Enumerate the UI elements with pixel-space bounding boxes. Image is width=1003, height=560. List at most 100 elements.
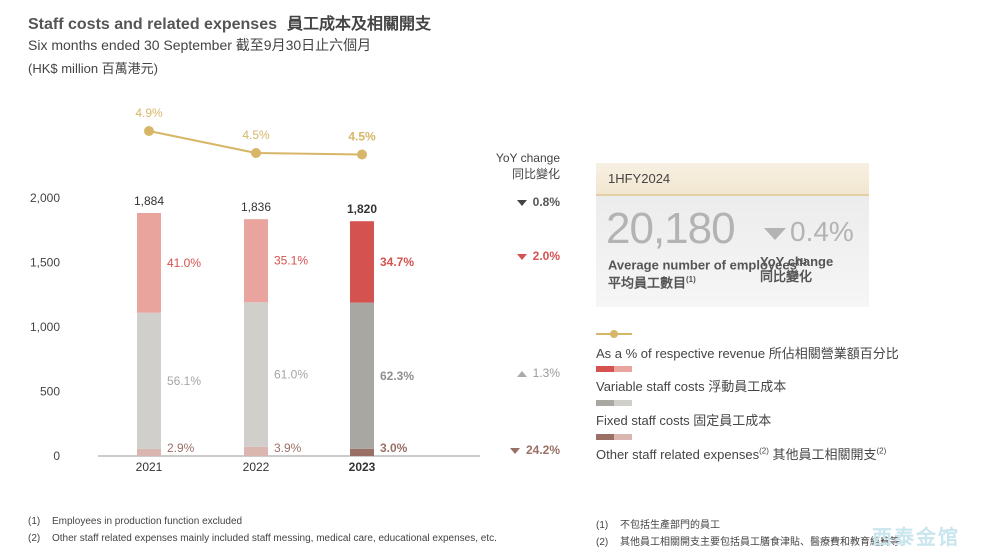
unit-label: (HK$ million 百萬港元)	[28, 61, 159, 76]
legend-other-sup2: (2)	[876, 446, 887, 456]
title-zh: 員工成本及相關開支	[286, 14, 431, 33]
line-swatch-dot	[610, 330, 618, 338]
y-tick-label: 1,500	[30, 256, 60, 270]
revenue-pct-label: 4.5%	[348, 130, 376, 144]
subtitle: Six months ended 30 September 截至9月30日止六個…	[28, 37, 372, 53]
stat-box-body: 20,180 0.4% Average number of employees(…	[596, 196, 869, 307]
revenue-pct-point	[357, 149, 367, 160]
yoy-header-zh: 同比變化	[511, 167, 560, 181]
yoy-header-en: YoY change	[495, 151, 560, 165]
employee-stat-box: 1HFY2024 20,180 0.4% Average number of e…	[596, 163, 869, 307]
line-swatch-icon	[596, 330, 632, 338]
down-triangle-icon	[516, 253, 527, 260]
footnote-zh-2: (2) 其他員工相關開支主要包括員工膳食津貼、醫療費和教育經費等	[596, 533, 900, 548]
footnote-num: (2)	[28, 533, 41, 544]
legend-variable-label: Variable staff costs 浮動員工成本	[596, 379, 787, 394]
up-triangle-icon	[516, 370, 527, 377]
legend-other-sup: (2)	[759, 446, 769, 456]
segment-label-other: 3.0%	[380, 441, 408, 455]
y-tick-label: 1,000	[30, 320, 60, 334]
title-en: Staff costs and related expenses	[28, 16, 277, 33]
yoy-variable-value: 2.0%	[532, 249, 560, 263]
down-triangle-icon	[516, 199, 527, 206]
bar-segment-variable	[244, 219, 268, 303]
yoy-fixed: 1.3%	[490, 366, 560, 380]
footnote-text: Other staff related expenses mainly incl…	[52, 533, 497, 544]
y-tick-label: 2,000	[30, 191, 60, 205]
bar-segment-other	[350, 448, 374, 456]
x-tick-label: 2023	[349, 460, 376, 474]
yoy-variable: 2.0%	[490, 249, 560, 263]
yoy-total: 0.8%	[490, 195, 560, 209]
bar-total-label: 1,884	[134, 194, 164, 208]
segment-label-fixed: 56.1%	[167, 374, 201, 388]
legend-line-label: As a % of respective revenue 所佔相關營業額百分比	[596, 346, 899, 361]
footnote-num: (2)	[596, 537, 609, 548]
footnote-text: 不包括生產部門的員工	[620, 520, 720, 531]
employee-yoy-label: YoY change 同比變化	[760, 254, 833, 284]
yoy-other: 24.2%	[490, 443, 560, 457]
legend-variable: Variable staff costs 浮動員工成本	[596, 366, 787, 395]
label1-sup: (1)	[796, 257, 807, 266]
yoy-fixed-value: 1.3%	[532, 366, 560, 380]
down-triangle-icon	[764, 227, 786, 240]
segment-label-variable: 34.7%	[380, 255, 414, 269]
bar-segment-other	[137, 448, 161, 456]
segment-label-other: 2.9%	[167, 441, 195, 455]
bar-segment-fixed	[137, 312, 161, 449]
legend-line: As a % of respective revenue 所佔相關營業額百分比	[596, 330, 899, 362]
footnote-num: (1)	[596, 520, 609, 531]
footnote-en-1: (1) Employees in production function excl…	[28, 516, 242, 527]
yoy-header: YoY change 同比變化	[470, 150, 560, 182]
fixed-swatch	[596, 400, 632, 406]
bar-segment-variable	[350, 221, 374, 303]
bar-total-label: 1,820	[347, 202, 377, 216]
segment-label-variable: 41.0%	[167, 256, 201, 270]
label1-en: Average number of employees	[608, 257, 797, 273]
y-tick-label: 0	[53, 449, 60, 463]
x-tick-label: 2022	[243, 460, 270, 474]
revenue-pct-point	[251, 148, 261, 158]
label1-sup-zh: (1)	[686, 275, 696, 285]
segment-label-other: 3.9%	[274, 441, 302, 455]
employee-yoy: 0.4%	[764, 216, 854, 248]
footnote-text: 其他員工相關開支主要包括員工膳食津貼、醫療費和教育經費等	[620, 537, 900, 548]
employee-count: 20,180	[606, 204, 736, 253]
other-swatch	[596, 434, 632, 440]
bar-segment-other	[244, 446, 268, 456]
label2-en: YoY change	[760, 254, 834, 269]
footnote-num: (1)	[28, 516, 41, 527]
legend-other: Other staff related expenses(2) 其他員工相關開支…	[596, 434, 887, 463]
yoy-other-value: 24.2%	[525, 443, 560, 457]
bar-segment-fixed	[244, 302, 268, 447]
stat-box-title: 1HFY2024	[596, 163, 869, 196]
revenue-pct-point	[144, 126, 154, 136]
segment-label-fixed: 61.0%	[274, 367, 308, 381]
label2-zh: 同比變化	[760, 269, 813, 284]
segment-label-fixed: 62.3%	[380, 369, 414, 383]
legend-other-zh: 其他員工相關開支	[772, 447, 877, 462]
y-tick-label: 500	[40, 385, 60, 399]
footnote-text: Employees in production function exclude…	[52, 516, 243, 527]
legend-fixed-label: Fixed staff costs 固定員工成本	[596, 413, 772, 428]
label1-zh: 平均員工數目	[608, 275, 687, 291]
bar-total-label: 1,836	[241, 200, 271, 214]
footnote-en-2: (2) Other staff related expenses mainly i…	[28, 533, 497, 544]
chart-title: Staff costs and related expenses 員工成本及相關開…	[28, 10, 431, 34]
legend-other-en: Other staff related expenses	[596, 447, 760, 462]
bar-segment-fixed	[350, 302, 374, 449]
employee-yoy-value: 0.4%	[790, 216, 854, 247]
down-triangle-icon	[509, 447, 520, 454]
legend-fixed: Fixed staff costs 固定員工成本	[596, 400, 772, 429]
bar-segment-variable	[137, 212, 161, 313]
revenue-pct-label: 4.9%	[135, 106, 163, 120]
variable-swatch	[596, 366, 632, 372]
revenue-pct-label: 4.5%	[242, 128, 270, 142]
footnote-zh-1: (1) 不包括生產部門的員工	[596, 516, 720, 531]
yoy-total-value: 0.8%	[532, 195, 560, 209]
employee-count-label: Average number of employees(1) 平均員工數目(1)	[608, 254, 807, 291]
segment-label-variable: 35.1%	[274, 254, 308, 268]
x-tick-label: 2021	[136, 460, 163, 474]
watermark: 西泰金馆	[872, 527, 960, 549]
